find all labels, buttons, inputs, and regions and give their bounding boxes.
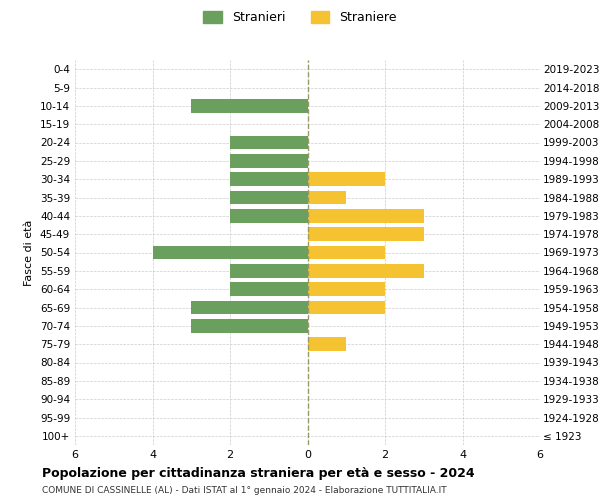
Bar	[152, 246, 308, 260]
Bar	[191, 319, 308, 332]
Bar	[191, 300, 308, 314]
Bar	[308, 209, 424, 222]
Bar	[230, 172, 308, 186]
Bar	[308, 190, 346, 204]
Legend: Stranieri, Straniere: Stranieri, Straniere	[198, 6, 402, 29]
Bar	[191, 99, 308, 112]
Bar	[230, 209, 308, 222]
Text: COMUNE DI CASSINELLE (AL) - Dati ISTAT al 1° gennaio 2024 - Elaborazione TUTTITA: COMUNE DI CASSINELLE (AL) - Dati ISTAT a…	[42, 486, 446, 495]
Bar	[230, 264, 308, 278]
Bar	[308, 246, 385, 260]
Text: Popolazione per cittadinanza straniera per età e sesso - 2024: Popolazione per cittadinanza straniera p…	[42, 467, 475, 480]
Bar	[308, 300, 385, 314]
Bar	[308, 172, 385, 186]
Bar	[230, 190, 308, 204]
Bar	[308, 264, 424, 278]
Bar	[308, 282, 385, 296]
Bar	[308, 228, 424, 241]
Bar	[230, 136, 308, 149]
Bar	[230, 282, 308, 296]
Y-axis label: Fasce di età: Fasce di età	[25, 220, 34, 286]
Bar	[230, 154, 308, 168]
Bar	[308, 338, 346, 351]
